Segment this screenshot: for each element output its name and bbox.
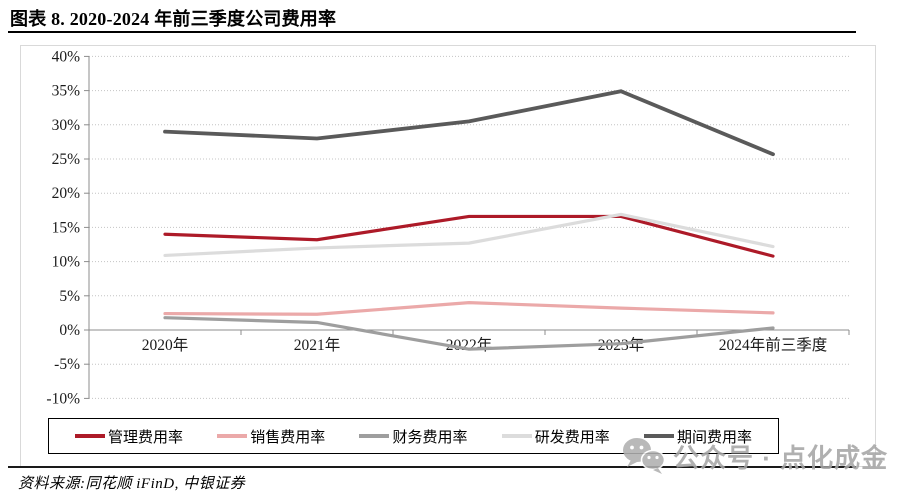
line-chart: 40% 35% 30% 25% 20% 15% 10% 5% 0% -5% -10% 2020年 202…	[46, 48, 850, 407]
series-line	[163, 301, 775, 316]
y-tick-label: 35%	[52, 83, 81, 100]
legend-swatch	[643, 434, 674, 438]
x-tick-label: 2021年	[294, 336, 341, 354]
y-tick-label: 10%	[52, 254, 81, 271]
x-tick-label: 2024年前三季度	[719, 336, 828, 354]
x-tick-label: 2020年	[142, 336, 189, 354]
series-line	[163, 316, 775, 351]
legend-item: 研发费用率	[501, 426, 610, 447]
y-tick-label: 0%	[59, 322, 80, 339]
legend-item: 财务费用率	[359, 426, 467, 447]
y-tick-label: 5%	[59, 288, 80, 305]
legend: 管理费用率 销售费用率 财务费用率 研发费用率 期间费用率	[48, 418, 779, 454]
y-tick-label: 40%	[52, 48, 81, 65]
legend-label: 期间费用率	[676, 429, 752, 446]
legend-item: 管理费用率	[75, 426, 183, 447]
y-tick-label: -10%	[46, 390, 80, 407]
chart-frame: 40% 35% 30% 25% 20% 15% 10% 5% 0% -5% -10% 2020年 202…	[20, 45, 876, 467]
y-tick-label: 25%	[52, 151, 81, 168]
series-line	[163, 89, 775, 157]
title-divider	[8, 31, 856, 33]
y-tick-label: 20%	[52, 185, 81, 202]
legend-swatch	[75, 434, 105, 438]
legend-swatch	[359, 434, 390, 438]
legend-label: 管理费用率	[108, 429, 184, 446]
series-line	[163, 212, 775, 258]
legend-label: 研发费用率	[534, 429, 610, 446]
source-text: 资料来源:同花顺 iFinD, 中银证券	[18, 476, 246, 492]
legend-item: 期间费用率	[643, 426, 752, 447]
legend-swatch	[217, 434, 248, 438]
y-tick-label: 15%	[52, 219, 81, 236]
legend-swatch	[501, 434, 532, 438]
legend-label: 销售费用率	[250, 429, 326, 446]
figure-title: 图表 8. 2020-2024 年前三季度公司费用率	[10, 9, 337, 29]
legend-item: 销售费用率	[217, 426, 325, 447]
y-tick-label: 30%	[52, 117, 81, 134]
footer-divider	[8, 466, 856, 468]
legend-label: 财务费用率	[392, 429, 468, 446]
series-line	[163, 214, 775, 258]
y-tick-label: -5%	[54, 356, 80, 373]
